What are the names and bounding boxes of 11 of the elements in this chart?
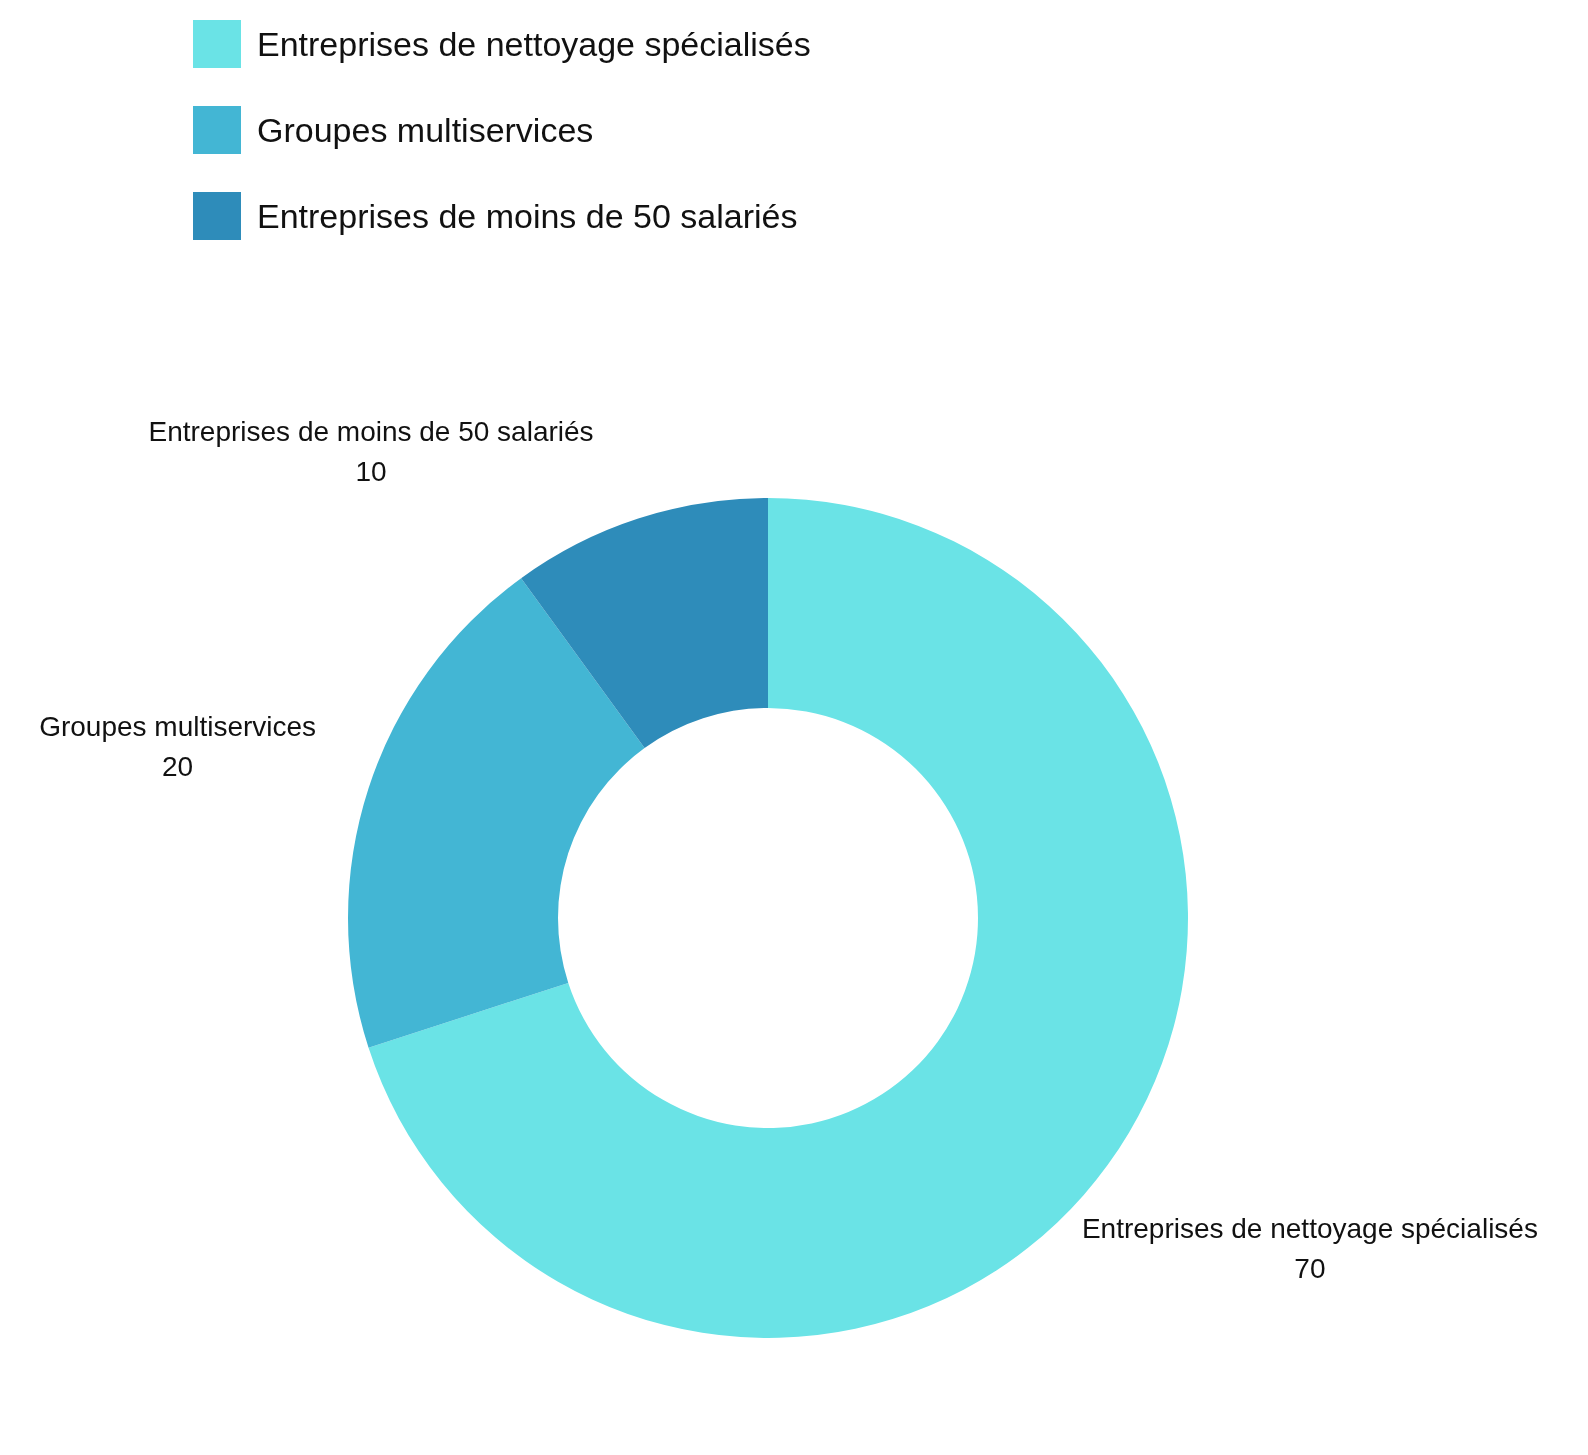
donut-slice: [348, 578, 645, 1048]
legend-label: Groupes multiservices: [257, 111, 594, 149]
legend-label: Entreprises de moins de 50 salariés: [257, 197, 798, 235]
data-label: 20: [162, 750, 194, 782]
slice-label: Entreprises de moins de 50 salariés: [148, 415, 594, 447]
data-label: 10: [355, 455, 387, 487]
legend-label: Entreprises de nettoyage spécialisés: [257, 25, 811, 63]
donut-slice: [521, 498, 768, 749]
data-label: 70: [1294, 1253, 1326, 1285]
slice-label: Entreprises de nettoyage spécialisés: [1081, 1213, 1538, 1245]
slice-label: Groupes multiservices: [39, 710, 317, 742]
